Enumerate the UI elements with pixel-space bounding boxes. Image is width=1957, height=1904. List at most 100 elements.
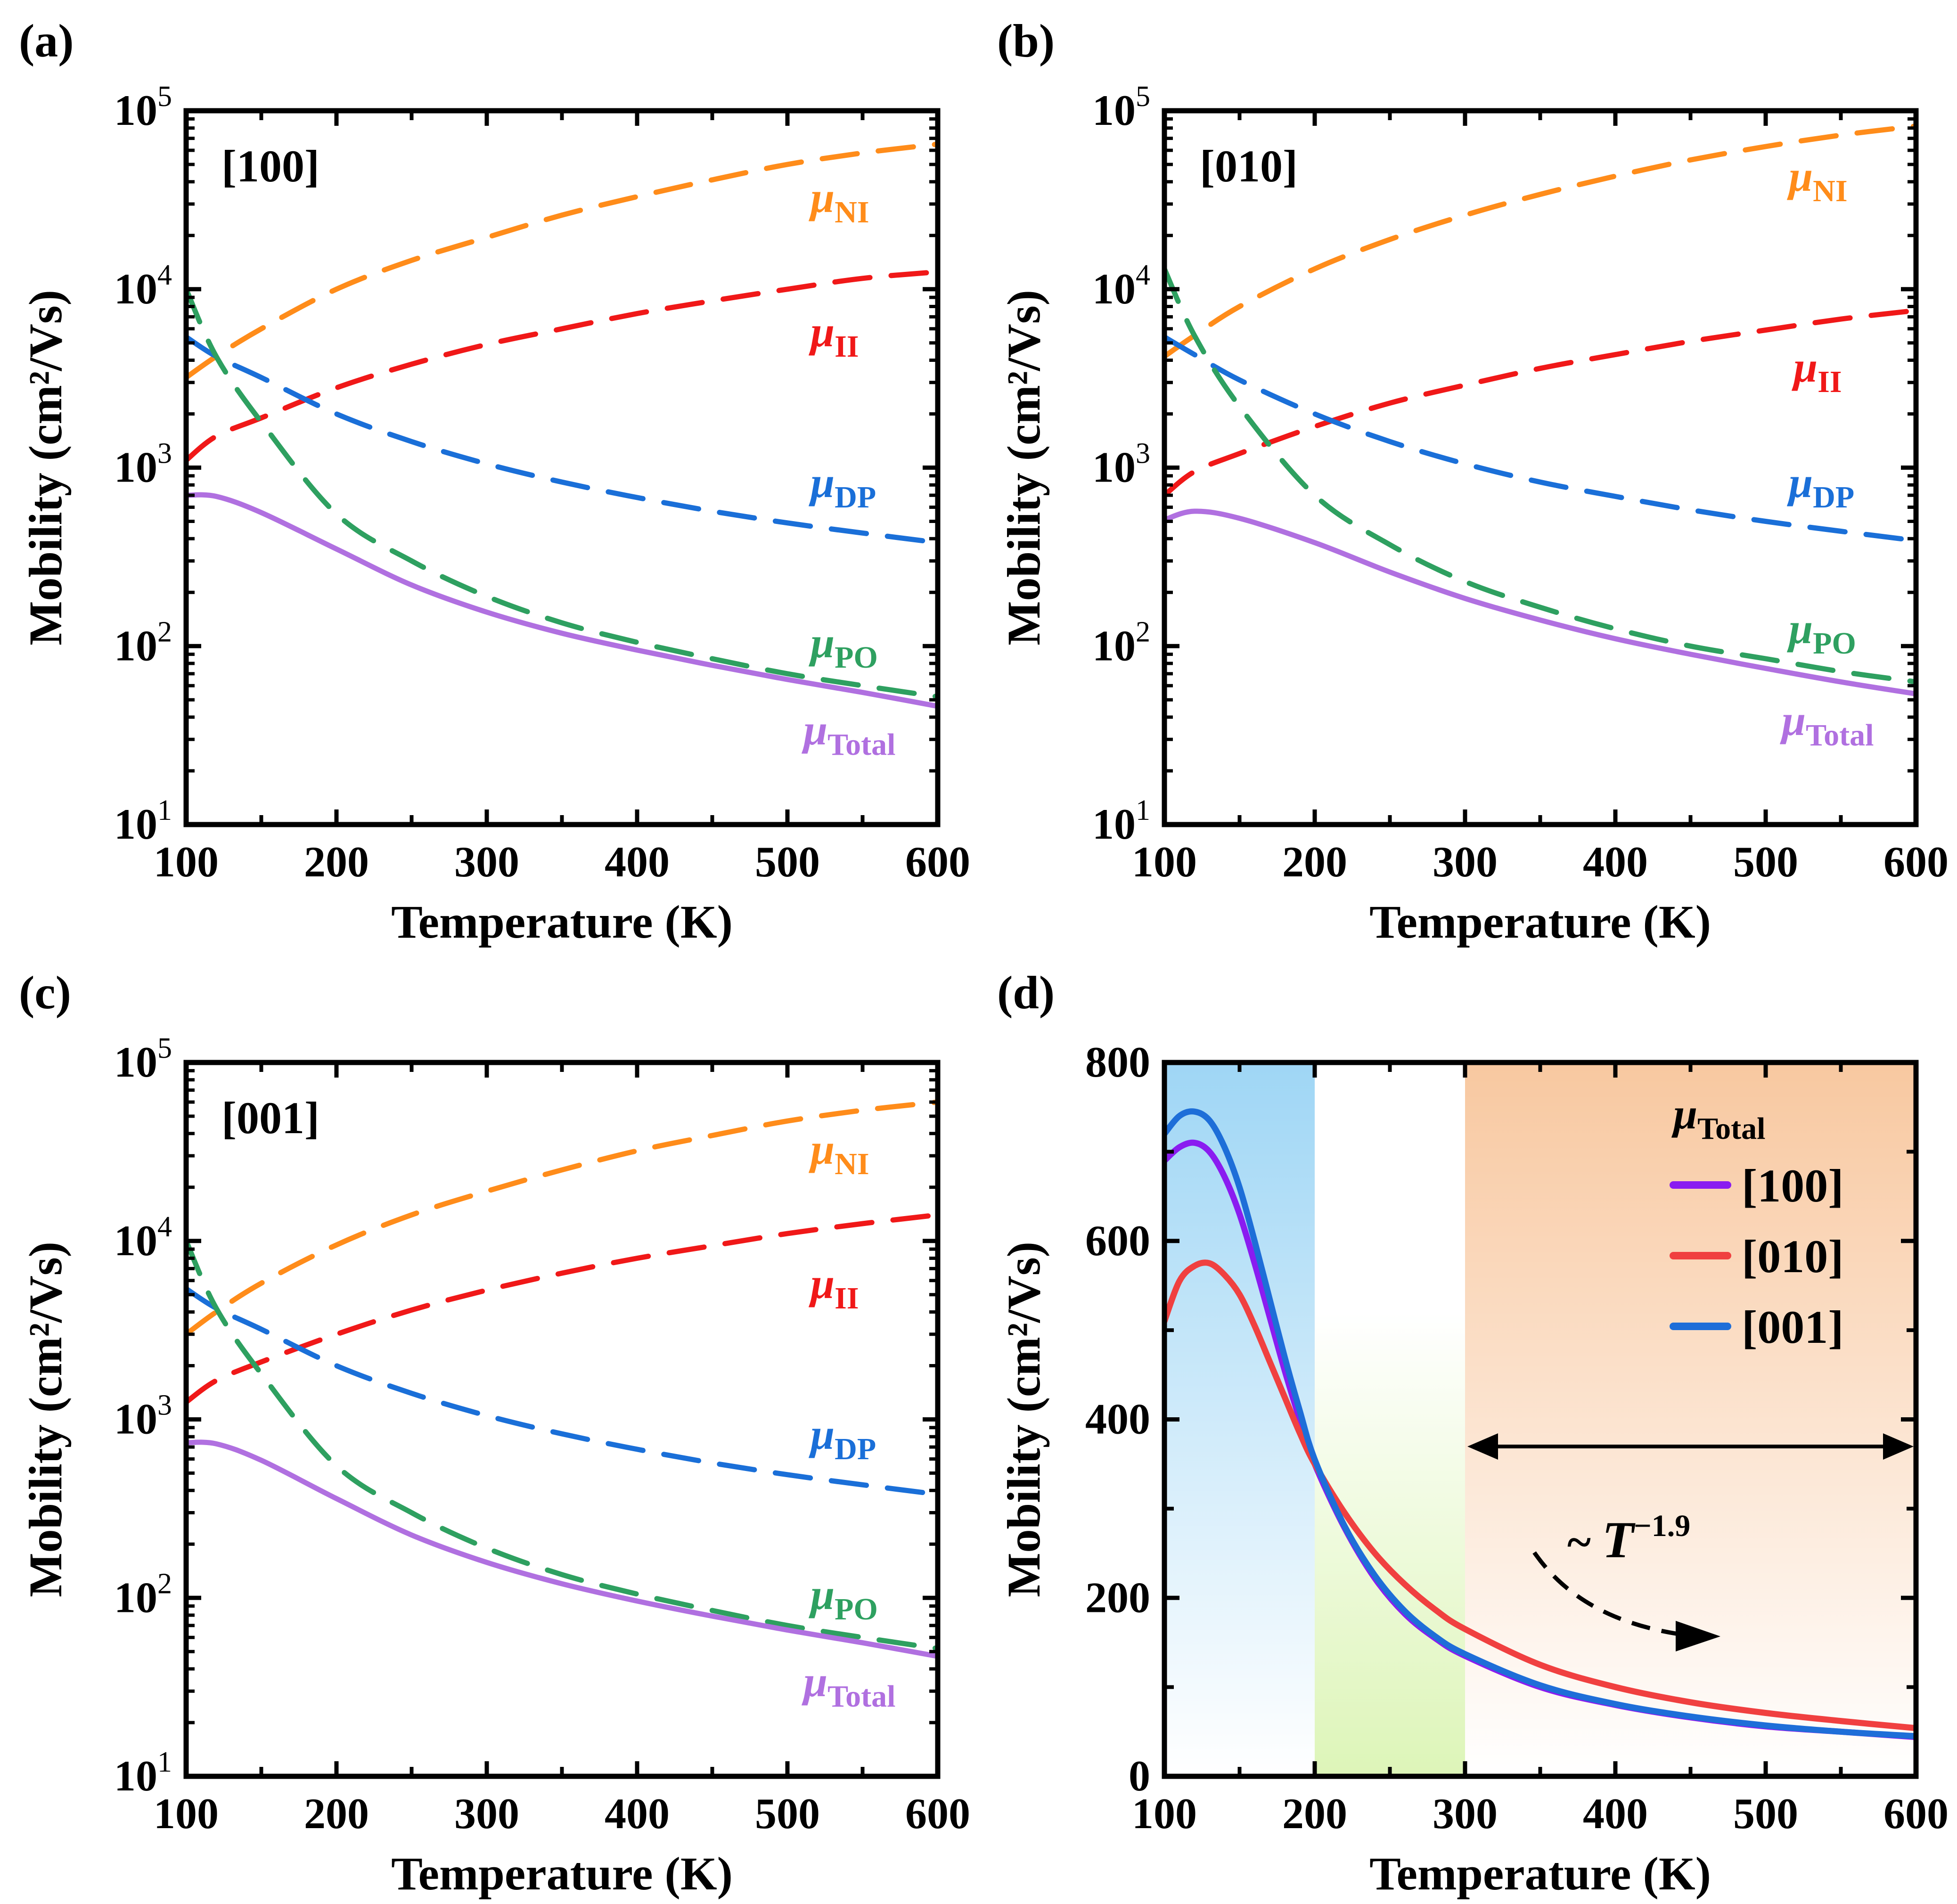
mu-symbol: μ [809, 1125, 835, 1173]
x-tick-label: 300 [454, 1790, 519, 1838]
x-tick-label: 500 [1733, 838, 1798, 886]
label-subscript: Total [1806, 718, 1874, 752]
tick-exponent: 3 [157, 438, 172, 470]
label-subscript: NI [835, 195, 869, 229]
mu-symbol: μ [809, 173, 835, 221]
series-label-total: μTotal [1780, 696, 1874, 752]
series-line-ii [1164, 308, 1916, 498]
x-tick-label: 600 [1883, 1790, 1949, 1838]
tick-base: 10 [1092, 443, 1136, 491]
series-line-total [1164, 508, 1916, 697]
tick-exponent: 2 [1136, 616, 1150, 648]
tick-base: 10 [114, 621, 157, 670]
range-arrow-left-head [1467, 1433, 1498, 1460]
x-tick-label: 300 [454, 838, 519, 886]
series-label-po: μPO [1787, 605, 1856, 661]
tick-exponent: 5 [157, 81, 172, 113]
direction-label: [001] [221, 1093, 319, 1143]
x-tick-label: 100 [1132, 838, 1197, 886]
y-tick-label: 101 [114, 1746, 172, 1800]
tick-base: 10 [1092, 621, 1136, 670]
mu-symbol: μ [809, 1410, 835, 1458]
x-tick-label: 200 [1282, 1790, 1347, 1838]
mu-symbol: μ [809, 619, 835, 667]
series-label-ii: μII [809, 1259, 859, 1316]
mu-symbol: μ [802, 706, 827, 754]
tick-exponent: 3 [157, 1389, 172, 1422]
label-subscript: Total [827, 727, 895, 762]
tick-base: 10 [1092, 800, 1136, 848]
series-line-ii [186, 269, 938, 463]
series-line-001 [1164, 1108, 1916, 1740]
label-subscript: Total [827, 1679, 895, 1714]
y-tick-label: 105 [114, 81, 172, 134]
tick-base: 10 [114, 443, 157, 491]
x-tick-label: 600 [1883, 838, 1949, 886]
mu-symbol: μ [1787, 458, 1813, 507]
mu-symbol: μ [1787, 605, 1813, 653]
panel-label: (d) [997, 966, 1055, 1019]
series-label-po: μPO [809, 1570, 878, 1626]
mu-symbol: μ [809, 1259, 835, 1307]
x-tick-label: 100 [154, 1790, 219, 1838]
series-line-dp [186, 1286, 938, 1497]
label-subscript: II [835, 1281, 859, 1316]
tick-base: 10 [114, 86, 157, 134]
x-tick-label: 200 [1282, 838, 1347, 886]
exponent: −1.9 [1634, 1509, 1690, 1543]
tick-base: 10 [114, 800, 157, 848]
y-tick-label: 800 [1085, 1038, 1150, 1086]
y-tick-label: 103 [114, 438, 172, 491]
tick-base: 10 [114, 1752, 157, 1800]
panel-c: μNI μII μDP μPO μTotal 100 200 300 400 500 600 101 1… [0, 952, 978, 1904]
legend-title: μTotal [1671, 1090, 1765, 1146]
y-tick-label: 600 [1085, 1217, 1150, 1265]
x-tick-label: 500 [755, 838, 820, 886]
y-tick-label: 101 [1092, 794, 1150, 848]
panel-a: μNI μII μDP μPO μTotal 100 200 300 400 500 600 101 1… [0, 0, 978, 952]
series-label-total: μTotal [802, 706, 895, 762]
series-label-dp: μDP [809, 458, 876, 515]
label-subscript: NI [835, 1147, 869, 1181]
y-tick-label: 104 [1092, 259, 1150, 313]
legend-entry: [010] [1742, 1230, 1844, 1283]
x-tick-label: 600 [905, 1790, 970, 1838]
direction-label: [010] [1200, 141, 1298, 191]
x-tick-label: 100 [154, 838, 219, 886]
label-subscript: II [1818, 365, 1842, 399]
shaded-region-200-300 [1315, 1062, 1465, 1776]
tick-base: 10 [114, 265, 157, 313]
series-label-ii: μII [1792, 343, 1842, 399]
panel-label: (a) [19, 15, 74, 67]
x-tick-label: 500 [755, 1790, 820, 1838]
series-line-010 [1164, 1259, 1916, 1732]
series-line-total [186, 1439, 938, 1659]
label-subscript: II [835, 329, 859, 364]
label-subscript: DP [1813, 480, 1854, 515]
y-tick-label: 105 [1092, 81, 1150, 134]
x-tick-label: 300 [1433, 1790, 1498, 1838]
y-tick-label: 103 [114, 1389, 172, 1443]
x-tick-label: 200 [304, 1790, 369, 1838]
y-axis-label: Mobility (cm²/Vs) [998, 290, 1050, 646]
legend-entry: [001] [1742, 1301, 1844, 1353]
tick-base: 10 [1092, 86, 1136, 134]
x-axis-label: Temperature (K) [1369, 1847, 1711, 1900]
tick-exponent: 2 [157, 616, 172, 648]
y-tick-label: 104 [114, 1211, 172, 1265]
tilde: ~ [1567, 1517, 1602, 1567]
mu-symbol: μ [1792, 343, 1818, 391]
chart-d: 100 200 300 400 500 600 0 200 400 600 800 Temperatu… [997, 966, 1949, 1900]
panel-b: μNI μII μDP μPO μTotal 100 200 300 400 500 600 101 1… [978, 0, 1957, 952]
y-tick-label: 103 [1092, 438, 1150, 491]
tick-base: 10 [114, 1395, 157, 1443]
y-tick-label: 102 [114, 1568, 172, 1621]
legend-title-subscript: Total [1697, 1111, 1765, 1146]
mu-symbol: μ [809, 1570, 835, 1618]
panel-label: (b) [997, 15, 1055, 67]
label-subscript: PO [835, 1592, 878, 1626]
y-tick-label: 102 [114, 616, 172, 670]
